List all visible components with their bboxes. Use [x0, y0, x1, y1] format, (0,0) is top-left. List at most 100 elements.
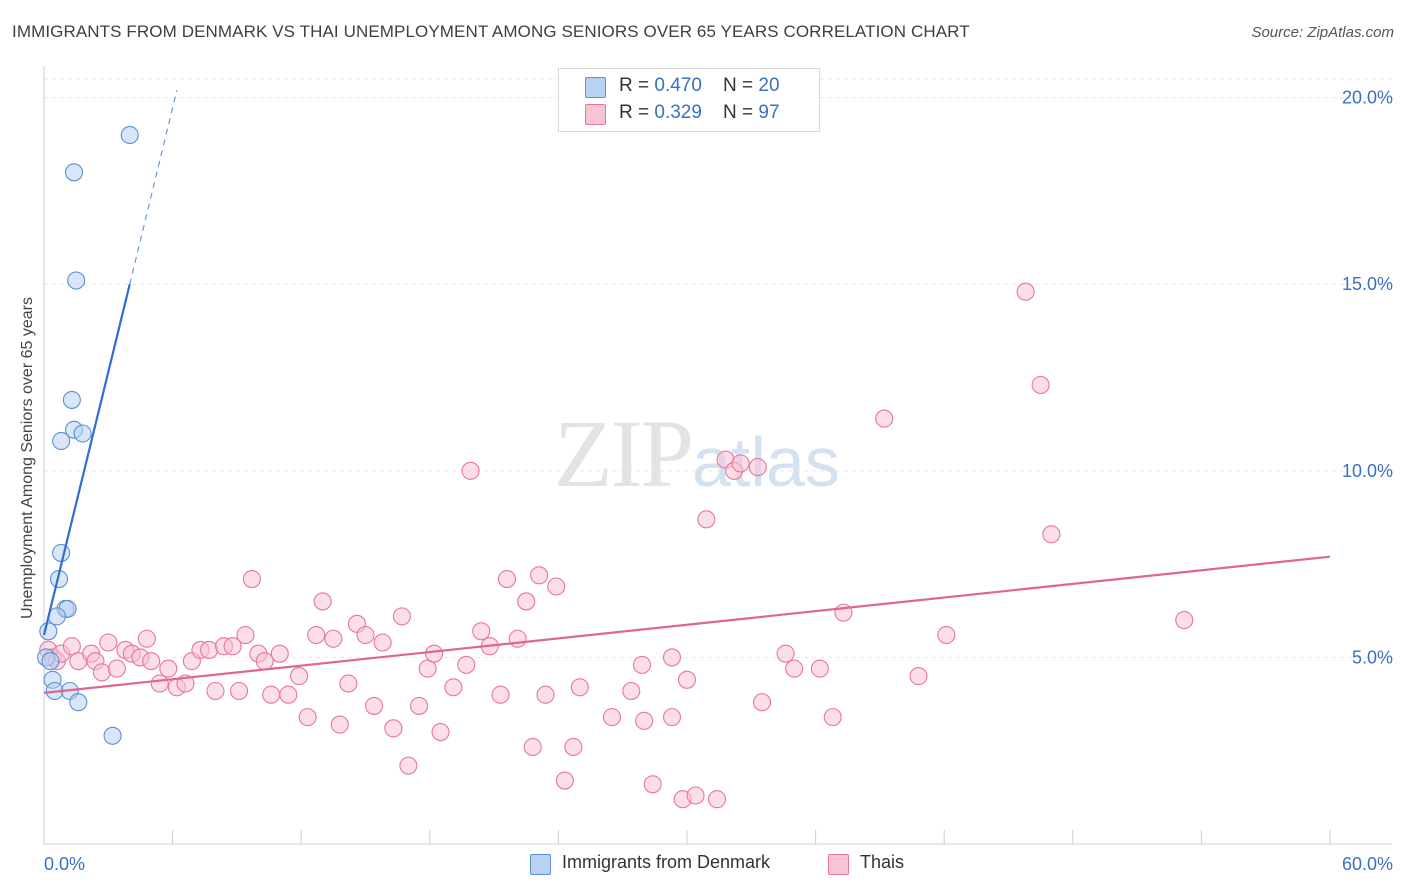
- y-tick-label: 5.0%: [1352, 647, 1393, 667]
- legend-n-label: N =: [723, 75, 759, 96]
- thais-point: [530, 566, 549, 585]
- tick-labels: 5.0% 10.0% 15.0% 20.0% 0.0% 60.0%: [44, 88, 1393, 874]
- thais-point: [262, 685, 281, 704]
- thais-point: [602, 708, 622, 727]
- denmark-point: [67, 271, 86, 290]
- thais-point: [279, 685, 298, 704]
- denmark-point: [64, 163, 84, 182]
- thais-point: [823, 708, 842, 727]
- correlation-legend: R = 0.470 N = 20 R = 0.329 N = 97: [558, 68, 820, 132]
- thais-point: [776, 644, 795, 663]
- thais-point: [472, 622, 491, 641]
- thais-point: [199, 640, 219, 660]
- thais-point: [384, 719, 403, 738]
- thais-point: [1175, 611, 1194, 630]
- denmark-point: [103, 726, 122, 745]
- watermark-zip: ZIP: [554, 400, 694, 507]
- thais-point: [461, 461, 480, 480]
- watermark-atlas: atlas: [692, 423, 840, 501]
- thais-point: [643, 775, 662, 794]
- legend-n-value: 97: [758, 102, 780, 123]
- y-tick-label: 15.0%: [1342, 274, 1393, 294]
- bottom-legend-label-denmark: Immigrants from Denmark: [562, 852, 771, 872]
- thais-point: [564, 737, 583, 757]
- thais-point: [229, 681, 249, 701]
- thais-point: [810, 659, 829, 678]
- watermark: ZIPatlas: [554, 398, 840, 509]
- thais-point: [399, 756, 418, 775]
- thais-point: [425, 644, 444, 663]
- thais-point: [150, 674, 169, 693]
- thais-point: [313, 592, 332, 611]
- thais-point: [418, 659, 437, 678]
- thais-point: [1042, 525, 1061, 544]
- source-label: Source: ZipAtlas.com: [1251, 24, 1394, 41]
- chart-title: IMMIGRANTS FROM DENMARK VS THAI UNEMPLOY…: [12, 22, 970, 41]
- bottom-legend-label-thais: Thais: [860, 852, 905, 872]
- thais-point: [339, 674, 358, 693]
- denmark-point: [41, 652, 60, 671]
- thais-point: [622, 681, 641, 701]
- thais-point: [875, 409, 894, 428]
- thais-point: [1016, 282, 1035, 301]
- thais-point: [410, 696, 429, 715]
- thais-point: [92, 663, 111, 682]
- thais-point: [508, 629, 527, 648]
- thais-point: [365, 696, 384, 715]
- thais-point: [444, 678, 463, 697]
- thais-point: [731, 454, 750, 473]
- denmark-point: [120, 125, 139, 145]
- thais-point: [255, 652, 274, 671]
- thais-point: [137, 629, 156, 648]
- thais-point: [307, 625, 326, 645]
- thais-point: [937, 625, 956, 645]
- thais-point: [206, 681, 225, 701]
- thais-point: [223, 637, 242, 656]
- thais-point: [457, 655, 476, 674]
- thais-point: [785, 659, 804, 678]
- legend-n-label: N =: [723, 102, 759, 123]
- thais-point: [517, 592, 536, 611]
- legend-r-label: R =: [619, 102, 655, 123]
- denmark-trend-extension: [129, 90, 178, 285]
- x-tick-label-max: 60.0%: [1342, 854, 1393, 874]
- thais-trend-line: [43, 555, 1331, 694]
- thais-point: [909, 667, 928, 686]
- legend-r-value: 0.329: [654, 102, 702, 123]
- thais-point: [570, 678, 589, 697]
- thais-point: [242, 569, 261, 589]
- y-tick-label: 20.0%: [1342, 88, 1393, 108]
- thais-point: [752, 693, 772, 712]
- thais-point: [748, 458, 767, 477]
- thais-point: [270, 644, 289, 663]
- thais-point: [99, 633, 118, 652]
- thais-point: [330, 715, 349, 734]
- legend-swatch-thais: [585, 104, 606, 125]
- thais-point: [677, 670, 697, 689]
- denmark-point: [62, 390, 81, 409]
- thais-point: [491, 685, 510, 704]
- thais-point: [392, 607, 411, 626]
- thais-point: [536, 685, 555, 704]
- thais-point: [159, 659, 178, 678]
- thais-points: [39, 282, 1194, 809]
- denmark-points: [37, 125, 139, 745]
- thais-point: [686, 786, 705, 805]
- thais-point: [523, 737, 542, 757]
- legend-swatch-denmark: [585, 77, 606, 98]
- thais-point: [373, 633, 392, 652]
- thais-point: [236, 625, 255, 645]
- thais-point: [431, 722, 450, 742]
- thais-point: [555, 771, 574, 790]
- thais-point: [697, 510, 716, 529]
- thais-point: [298, 708, 317, 727]
- thais-point: [547, 577, 566, 596]
- thais-point: [324, 629, 343, 648]
- thais-point: [290, 667, 309, 686]
- denmark-trend-line: [42, 283, 131, 636]
- legend-r-label: R =: [619, 75, 655, 96]
- trend-lines: [42, 90, 1331, 694]
- thais-point: [662, 648, 682, 667]
- thais-point: [497, 569, 517, 589]
